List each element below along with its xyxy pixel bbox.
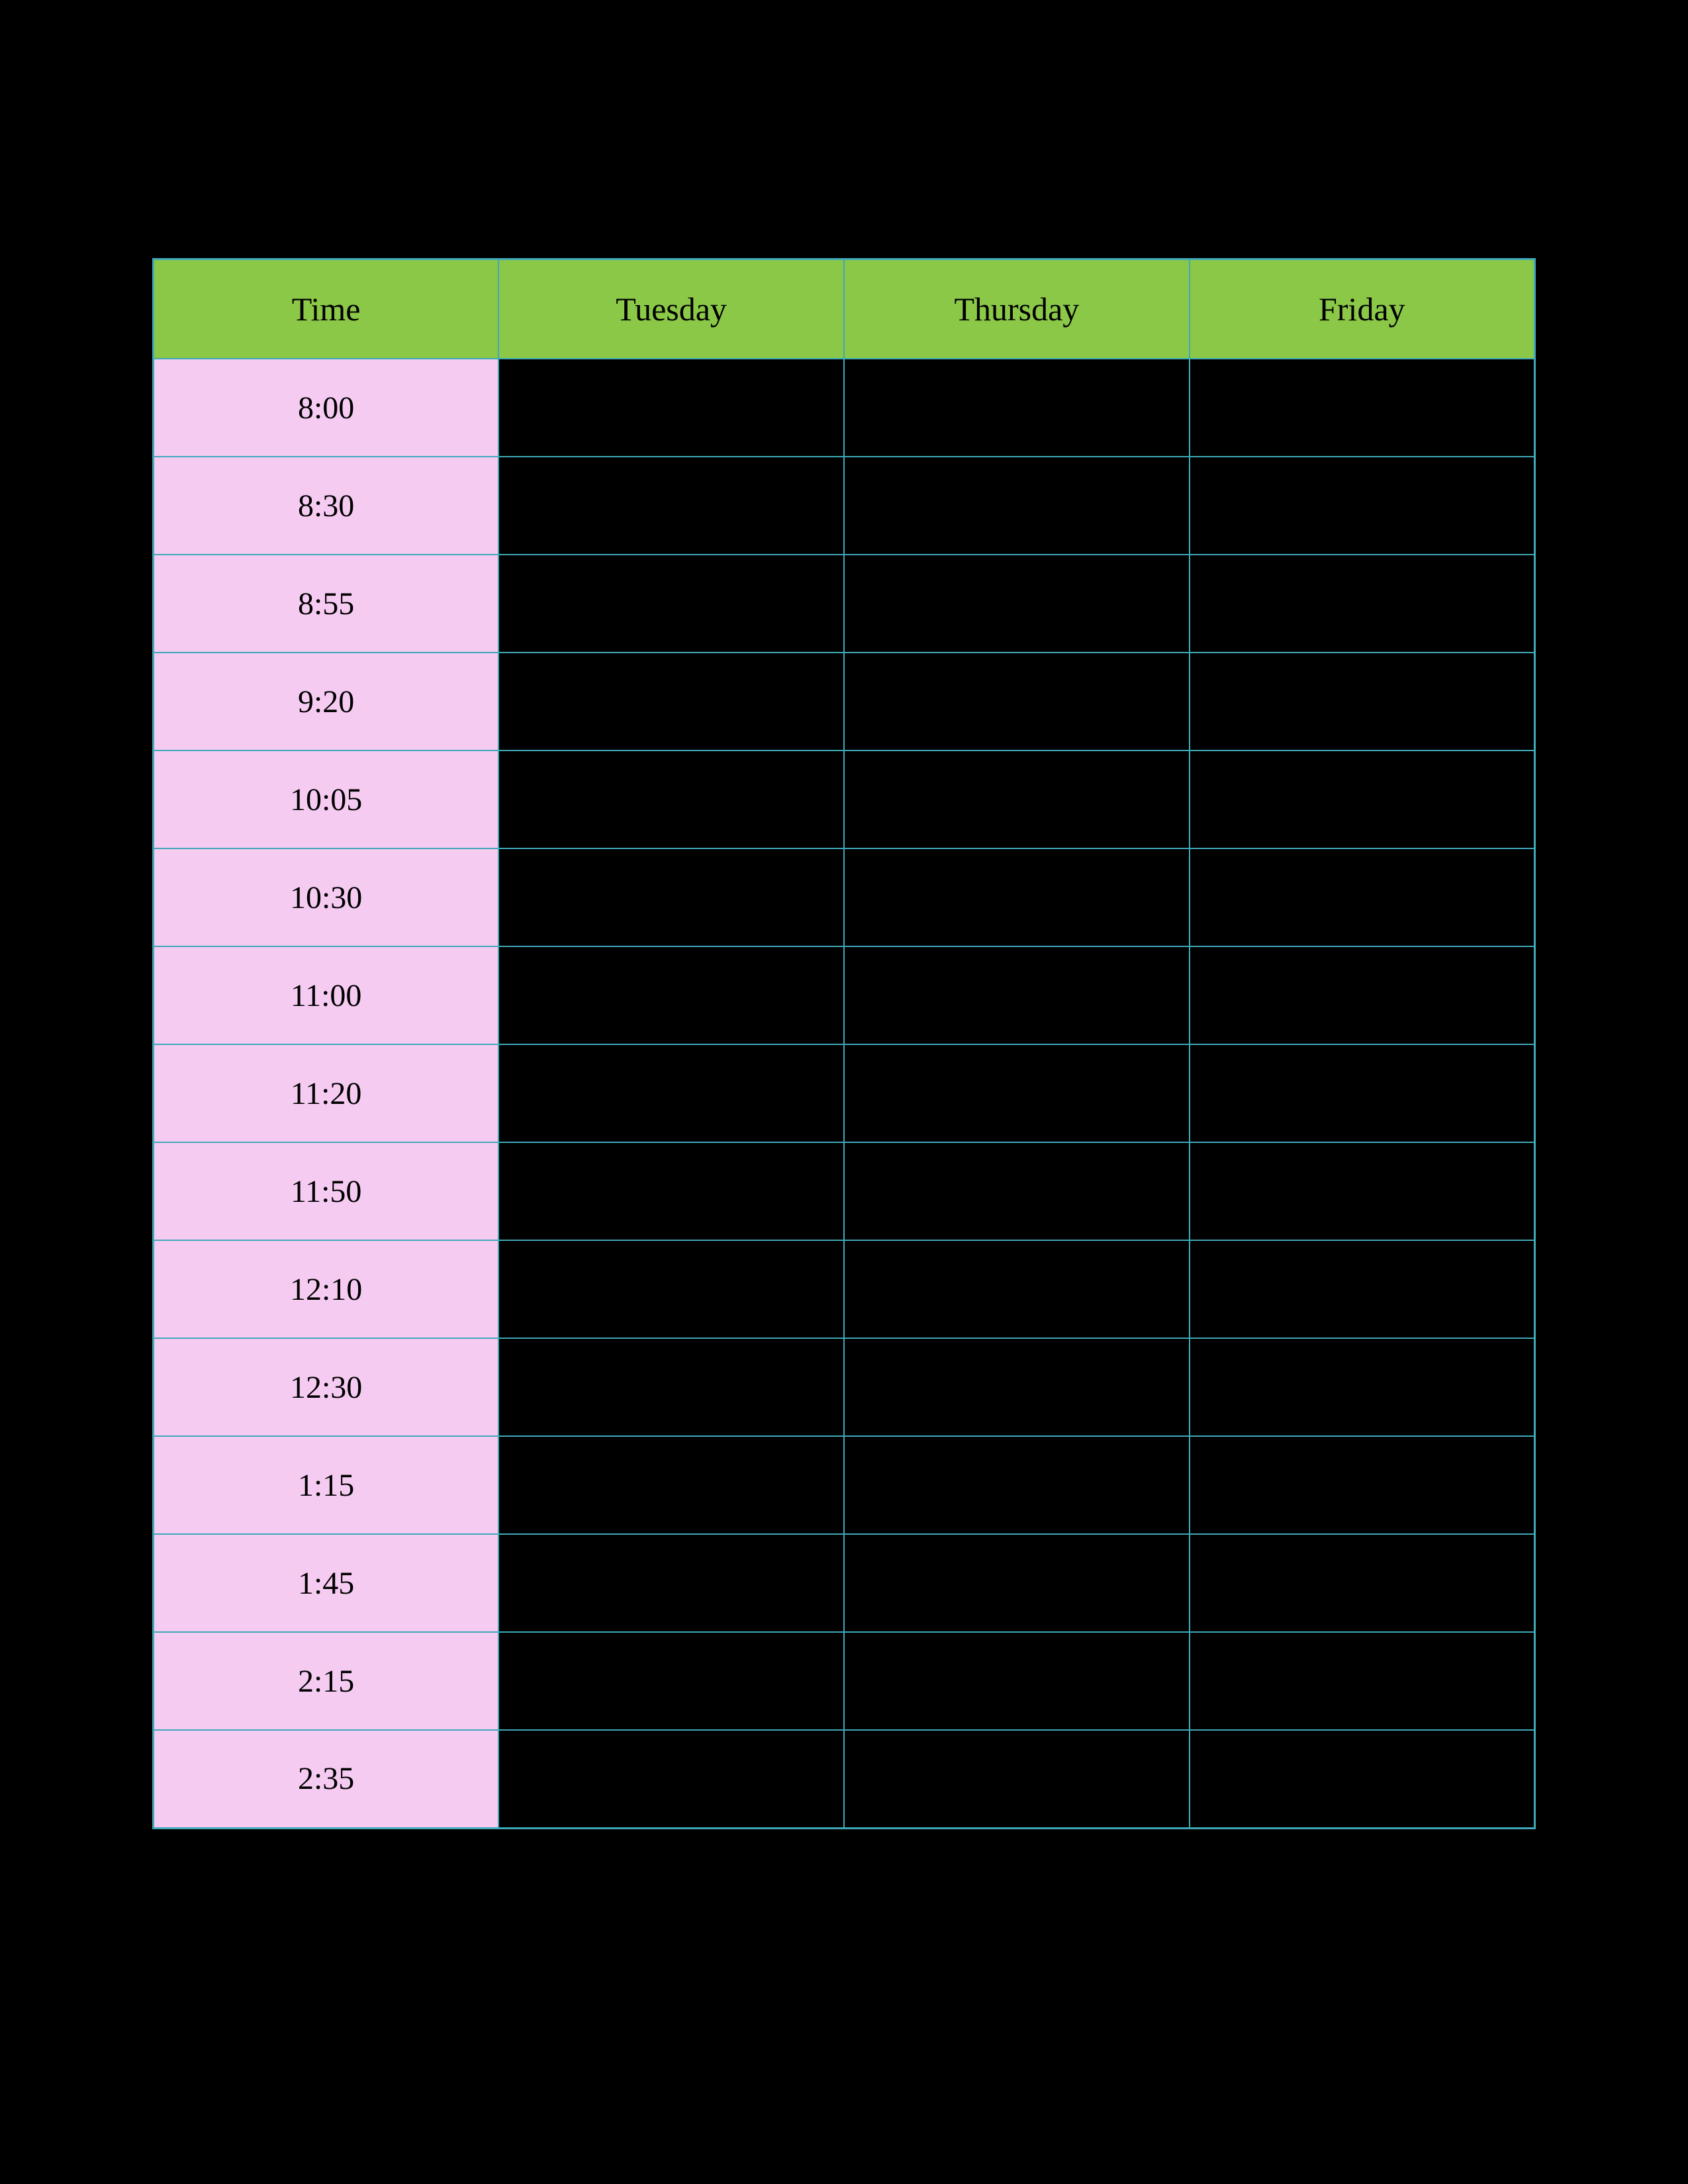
day-cell-tuesday: [498, 1240, 844, 1338]
day-cell-thursday: [844, 359, 1190, 457]
header-time: Time: [154, 259, 499, 359]
day-cell-friday: [1190, 1436, 1535, 1534]
day-cell-thursday: [844, 1730, 1190, 1828]
table-row: 8:00: [154, 359, 1535, 457]
day-cell-tuesday: [498, 1142, 844, 1240]
time-cell: 8:00: [154, 359, 499, 457]
day-cell-thursday: [844, 1240, 1190, 1338]
table-row: 2:35: [154, 1730, 1535, 1828]
header-tuesday: Tuesday: [498, 259, 844, 359]
schedule-table: Time Tuesday Thursday Friday 8:00 8:30 8…: [152, 258, 1536, 1829]
table-row: 2:15: [154, 1632, 1535, 1730]
header-thursday: Thursday: [844, 259, 1190, 359]
day-cell-friday: [1190, 359, 1535, 457]
time-cell: 12:30: [154, 1338, 499, 1436]
day-cell-tuesday: [498, 751, 844, 848]
table-row: 11:20: [154, 1044, 1535, 1142]
table-row: 1:45: [154, 1534, 1535, 1632]
schedule-table-container: Time Tuesday Thursday Friday 8:00 8:30 8…: [152, 258, 1536, 1829]
table-row: 8:55: [154, 555, 1535, 653]
day-cell-tuesday: [498, 653, 844, 751]
time-cell: 10:05: [154, 751, 499, 848]
time-cell: 8:55: [154, 555, 499, 653]
table-row: 12:10: [154, 1240, 1535, 1338]
day-cell-thursday: [844, 1436, 1190, 1534]
day-cell-tuesday: [498, 1436, 844, 1534]
time-cell: 11:20: [154, 1044, 499, 1142]
table-row: 10:05: [154, 751, 1535, 848]
day-cell-friday: [1190, 1142, 1535, 1240]
day-cell-friday: [1190, 555, 1535, 653]
day-cell-friday: [1190, 653, 1535, 751]
day-cell-friday: [1190, 848, 1535, 946]
day-cell-friday: [1190, 751, 1535, 848]
table-row: 9:20: [154, 653, 1535, 751]
table-row: 11:00: [154, 946, 1535, 1044]
day-cell-friday: [1190, 1632, 1535, 1730]
time-cell: 11:50: [154, 1142, 499, 1240]
day-cell-friday: [1190, 946, 1535, 1044]
time-cell: 2:15: [154, 1632, 499, 1730]
header-friday: Friday: [1190, 259, 1535, 359]
time-cell: 8:30: [154, 457, 499, 555]
day-cell-thursday: [844, 946, 1190, 1044]
day-cell-tuesday: [498, 555, 844, 653]
day-cell-friday: [1190, 1044, 1535, 1142]
time-cell: 1:15: [154, 1436, 499, 1534]
time-cell: 1:45: [154, 1534, 499, 1632]
day-cell-tuesday: [498, 1044, 844, 1142]
table-row: 8:30: [154, 457, 1535, 555]
day-cell-thursday: [844, 1534, 1190, 1632]
table-row: 10:30: [154, 848, 1535, 946]
day-cell-friday: [1190, 1730, 1535, 1828]
day-cell-tuesday: [498, 1730, 844, 1828]
day-cell-tuesday: [498, 946, 844, 1044]
day-cell-tuesday: [498, 457, 844, 555]
time-cell: 12:10: [154, 1240, 499, 1338]
day-cell-tuesday: [498, 1534, 844, 1632]
day-cell-thursday: [844, 1338, 1190, 1436]
table-row: 11:50: [154, 1142, 1535, 1240]
time-cell: 11:00: [154, 946, 499, 1044]
day-cell-tuesday: [498, 1338, 844, 1436]
time-cell: 2:35: [154, 1730, 499, 1828]
day-cell-thursday: [844, 1142, 1190, 1240]
day-cell-thursday: [844, 653, 1190, 751]
table-row: 12:30: [154, 1338, 1535, 1436]
day-cell-thursday: [844, 751, 1190, 848]
time-cell: 9:20: [154, 653, 499, 751]
day-cell-thursday: [844, 457, 1190, 555]
table-row: 1:15: [154, 1436, 1535, 1534]
table-body: 8:00 8:30 8:55 9:20: [154, 359, 1535, 1828]
day-cell-friday: [1190, 1338, 1535, 1436]
day-cell-tuesday: [498, 359, 844, 457]
day-cell-tuesday: [498, 1632, 844, 1730]
day-cell-friday: [1190, 457, 1535, 555]
day-cell-thursday: [844, 555, 1190, 653]
day-cell-thursday: [844, 1632, 1190, 1730]
day-cell-thursday: [844, 848, 1190, 946]
day-cell-friday: [1190, 1534, 1535, 1632]
day-cell-thursday: [844, 1044, 1190, 1142]
day-cell-tuesday: [498, 848, 844, 946]
table-header-row: Time Tuesday Thursday Friday: [154, 259, 1535, 359]
day-cell-friday: [1190, 1240, 1535, 1338]
time-cell: 10:30: [154, 848, 499, 946]
